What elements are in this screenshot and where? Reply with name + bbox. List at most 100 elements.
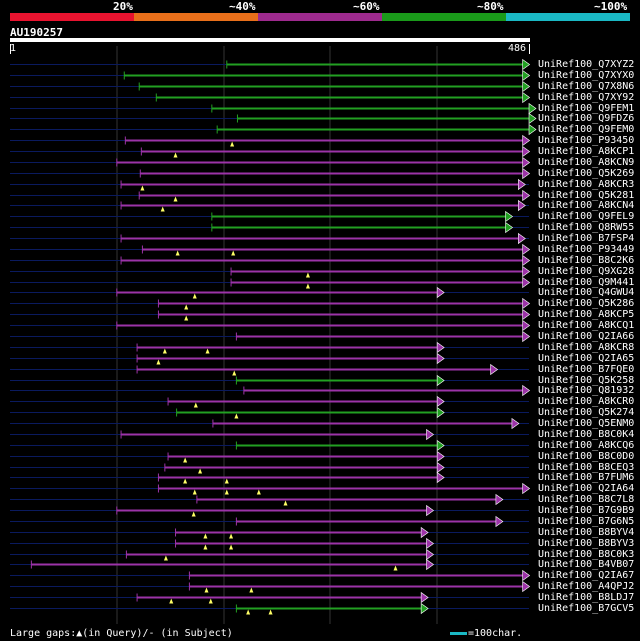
hit-label[interactable]: UniRef100_B8C0K4 (538, 428, 635, 440)
hit-arrow (522, 308, 531, 321)
hit-arrow (518, 178, 526, 191)
query-gap-marker (256, 489, 261, 495)
query-gap-marker (205, 348, 210, 354)
hit-label[interactable]: UniRef100_A8KCR0 (538, 395, 635, 407)
hit-label[interactable]: UniRef100_Q4GWU4 (538, 286, 635, 298)
query-gap-marker (173, 196, 178, 202)
hit-label[interactable]: UniRef100_A8KCP5 (538, 308, 635, 320)
hit-arrow (426, 558, 434, 571)
hit-arrow (522, 91, 531, 104)
query-gap-marker (203, 544, 208, 550)
query-gap-marker (283, 500, 288, 506)
hit-label[interactable]: UniRef100_B8LDJ7 (538, 591, 635, 603)
query-bar (10, 38, 530, 42)
query-gap-marker (204, 587, 209, 593)
hit-arrow (436, 352, 445, 365)
query-gap-marker (184, 304, 189, 310)
query-gap-marker (184, 315, 189, 321)
hit-arrow (522, 167, 531, 180)
hit-label[interactable]: UniRef100_B7FQE0 (538, 363, 635, 375)
hit-label[interactable]: UniRef100_Q7XY92 (538, 91, 635, 103)
hit-label[interactable]: UniRef100_Q5K269 (538, 167, 635, 179)
query-gap-marker (163, 555, 168, 561)
query-gap-marker (229, 533, 234, 539)
hit-label[interactable]: UniRef100_Q5K281 (538, 189, 635, 201)
query-gap-marker (191, 511, 196, 517)
hit-label[interactable]: UniRef100_B8BYV3 (538, 537, 635, 549)
hit-label[interactable]: UniRef100_Q9FDZ6 (538, 112, 635, 124)
hit-label[interactable]: UniRef100_B7GCV5 (538, 602, 635, 614)
hit-arrow (522, 330, 531, 343)
query-gap-marker (162, 348, 167, 354)
legend-label-80: ~80% (477, 0, 504, 13)
hit-arrow (426, 537, 434, 550)
hit-label[interactable]: UniRef100_Q9FEM1 (538, 102, 635, 114)
hit-label[interactable]: UniRef100_Q9FEL9 (538, 210, 635, 222)
hit-label[interactable]: UniRef100_Q2IA64 (538, 482, 635, 494)
hit-arrow (505, 221, 514, 234)
hit-label[interactable]: UniRef100_A4QPJ2 (538, 580, 635, 592)
hit-label[interactable]: UniRef100_Q2IA67 (538, 569, 635, 581)
hit-label[interactable]: UniRef100_Q5K286 (538, 297, 635, 309)
hit-label[interactable]: UniRef100_Q2IA65 (538, 352, 635, 364)
hit-arrow (436, 450, 445, 463)
hit-label[interactable]: UniRef100_B8C7L8 (538, 493, 635, 505)
hit-label[interactable]: UniRef100_Q2IA66 (538, 330, 635, 342)
hit-label[interactable]: UniRef100_A8KCP1 (538, 145, 635, 157)
hit-label[interactable]: UniRef100_Q7XYX0 (538, 69, 635, 81)
hit-label[interactable]: UniRef100_B7G6N5 (538, 515, 635, 527)
legend-label-100: ~100% (594, 0, 628, 13)
hit-label[interactable]: UniRef100_A8KCQ1 (538, 319, 635, 331)
query-gap-marker (160, 206, 165, 212)
gaps-legend-text: Large gaps:▲(in Query)/- (in Subject) (10, 628, 233, 639)
hit-label[interactable]: UniRef100_B7FUM6 (538, 471, 635, 483)
hit-label[interactable]: UniRef100_A8KCN9 (538, 156, 635, 168)
query-gap-marker (193, 402, 198, 408)
hit-label[interactable]: UniRef100_B8CEQ3 (538, 461, 635, 473)
hit-arrow (522, 189, 531, 202)
query-gap-marker (156, 359, 161, 365)
hit-label[interactable]: UniRef100_Q8RW55 (538, 221, 635, 233)
query-gap-marker (249, 587, 254, 593)
hit-label[interactable]: UniRef100_B7FSP4 (538, 232, 635, 244)
scale-text: =100char. (468, 628, 523, 639)
hit-label[interactable]: UniRef100_B8BYV4 (538, 526, 635, 538)
legend-segment-80 (382, 13, 506, 21)
hit-arrow (436, 406, 445, 419)
query-gap-marker (183, 478, 188, 484)
hit-label[interactable]: UniRef100_Q9FEM0 (538, 123, 635, 135)
hit-label[interactable]: UniRef100_Q5K258 (538, 374, 635, 386)
hit-label[interactable]: UniRef100_A8KCN4 (538, 199, 635, 211)
hit-label[interactable]: UniRef100_Q9XG28 (538, 265, 635, 277)
hit-label[interactable]: UniRef100_B8C2K6 (538, 254, 635, 266)
hit-arrow (420, 526, 429, 539)
hit-label[interactable]: UniRef100_A8KCR3 (538, 178, 635, 190)
hit-label[interactable]: UniRef100_B4VB07 (538, 558, 635, 570)
query-gap-marker (246, 609, 251, 615)
hit-label[interactable]: UniRef100_P93449 (538, 243, 635, 255)
hit-arrow (528, 123, 537, 136)
query-gap-marker (175, 250, 180, 256)
hit-label[interactable]: UniRef100_Q9M441 (538, 276, 635, 288)
hit-label[interactable]: UniRef100_Q5ENM0 (538, 417, 635, 429)
hit-label[interactable]: UniRef100_Q81932 (538, 384, 635, 396)
hit-label[interactable]: UniRef100_A8KCQ6 (538, 439, 635, 451)
query-gap-marker (224, 478, 229, 484)
hit-label[interactable]: UniRef100_Q5K274 (538, 406, 635, 418)
hit-label[interactable]: UniRef100_P93450 (538, 134, 635, 146)
hit-arrow (528, 102, 537, 115)
hit-label[interactable]: UniRef100_B7G9B9 (538, 504, 635, 516)
legend-segment-60 (258, 13, 382, 21)
hit-label[interactable]: UniRef100_B8C0K3 (538, 548, 635, 560)
hit-label[interactable]: UniRef100_B8C0D0 (538, 450, 635, 462)
hit-arrow (522, 145, 531, 158)
hit-arrow (522, 80, 531, 93)
hit-label[interactable]: UniRef100_Q7XYZ2 (538, 58, 635, 70)
hit-arrow (522, 569, 531, 582)
hit-arrow (420, 602, 429, 615)
query-gap-marker (198, 468, 203, 474)
hit-label[interactable]: UniRef100_A8KCR8 (538, 341, 635, 353)
legend-segment-100 (506, 13, 630, 21)
hit-label[interactable]: UniRef100_Q7X8N6 (538, 80, 635, 92)
